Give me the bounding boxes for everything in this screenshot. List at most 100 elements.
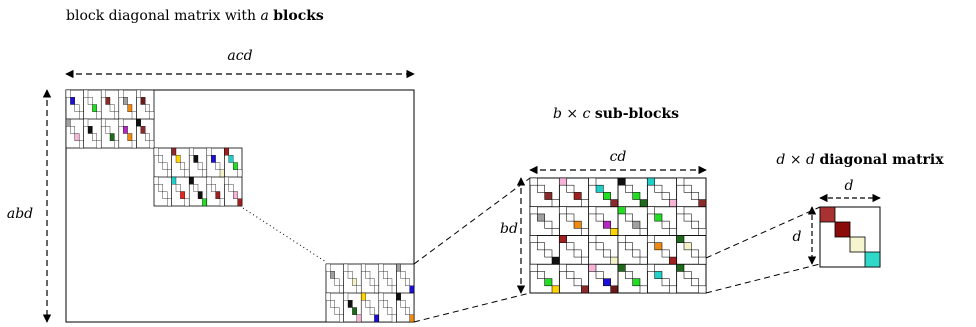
diagonal-entry bbox=[683, 271, 692, 279]
diagonal-entry bbox=[632, 249, 641, 258]
diagonal-entry bbox=[325, 263, 331, 272]
diagonal-cell bbox=[849, 236, 866, 253]
diagonal-entry bbox=[131, 111, 137, 120]
diagonal-entry bbox=[610, 285, 619, 294]
diagonal-entry bbox=[193, 184, 199, 192]
diagonal-entry bbox=[180, 162, 185, 170]
diagonal-entry bbox=[140, 126, 146, 134]
diagonal-entry bbox=[676, 177, 685, 186]
diagonal-entry bbox=[96, 111, 102, 120]
diagonal-entry bbox=[101, 89, 106, 98]
diagonal-entry bbox=[537, 242, 545, 251]
diagonal-entry bbox=[123, 97, 128, 105]
diagonal-entry bbox=[79, 111, 84, 120]
diagonal-entry bbox=[669, 199, 677, 208]
diagonal-entry bbox=[551, 256, 560, 265]
diagonal-entry bbox=[92, 133, 97, 141]
diagonal-entry bbox=[588, 263, 597, 272]
diagonal-entry bbox=[529, 206, 538, 215]
diagonal-entry bbox=[365, 271, 371, 279]
zoom-line-diag-bottom bbox=[705, 263, 821, 294]
diagonal-entry bbox=[339, 314, 344, 323]
diagonal-entry bbox=[617, 235, 626, 243]
diagonal-entry bbox=[595, 184, 604, 193]
diagonal-entry bbox=[197, 162, 203, 170]
diagonal-entry bbox=[537, 184, 545, 193]
diagonal-entry bbox=[544, 249, 553, 258]
diagonal-cell bbox=[834, 221, 851, 238]
diagonal-entry bbox=[603, 220, 611, 229]
diagonal-entry bbox=[529, 235, 538, 243]
diagonal-entry bbox=[127, 133, 133, 141]
diagonal-entry bbox=[405, 307, 410, 315]
diagonal-entry bbox=[219, 198, 225, 207]
diagonal-entry bbox=[215, 191, 221, 199]
diagonal-entry bbox=[153, 147, 159, 156]
diagonal-entry bbox=[632, 278, 641, 287]
diagonal-entry bbox=[676, 235, 685, 243]
diagonal-entry bbox=[123, 126, 128, 134]
diagonal-entry bbox=[625, 271, 633, 279]
diagonal-entry bbox=[65, 89, 71, 98]
diagonal-entry bbox=[206, 176, 212, 185]
diagonal-entry bbox=[676, 263, 685, 272]
diagonal-entry bbox=[87, 126, 93, 134]
diagonal-entry bbox=[158, 184, 163, 192]
diagonal-entry bbox=[603, 278, 611, 287]
diagonal-entry bbox=[625, 184, 633, 193]
diagonal-entry bbox=[369, 307, 375, 315]
block-diagonal-matrix bbox=[65, 89, 415, 323]
diagonal-entry bbox=[559, 263, 567, 272]
diagonal-entry bbox=[581, 228, 589, 236]
diagonal-entry bbox=[162, 191, 168, 199]
diagonal-entry bbox=[374, 314, 379, 323]
diagonal-entry bbox=[691, 278, 699, 287]
diagonal-entry bbox=[74, 133, 80, 141]
zoom-line-diag-top bbox=[705, 206, 821, 259]
diagonal-entry bbox=[193, 155, 199, 163]
diagonal-entry bbox=[361, 292, 366, 301]
diagonal-entry bbox=[537, 213, 545, 222]
diagonal-entry bbox=[639, 285, 648, 294]
diagonal-entry bbox=[352, 307, 357, 315]
sub-blocks-title: b × c sub-blocks bbox=[553, 106, 679, 122]
diagonal-entry bbox=[610, 199, 619, 208]
diagonal-entry bbox=[698, 285, 707, 294]
diagonal-entry bbox=[691, 220, 699, 229]
diagonal-entry bbox=[647, 206, 655, 215]
diag-width-label: d bbox=[845, 178, 854, 194]
diagonal-entry bbox=[211, 155, 216, 163]
zoom-line-top bbox=[413, 177, 531, 265]
diagonal-entry bbox=[228, 155, 234, 163]
diagonal-entry bbox=[654, 271, 663, 279]
diagonal-entry bbox=[610, 228, 619, 236]
diagonal-entry bbox=[391, 314, 397, 323]
diagonal-cell bbox=[819, 206, 836, 223]
diagonal-entry bbox=[559, 235, 567, 243]
diagonal-block-3 bbox=[325, 263, 415, 323]
diagonal-matrix bbox=[819, 206, 881, 268]
diagonal-entry bbox=[588, 235, 597, 243]
diagonal-entry bbox=[219, 169, 225, 178]
diagonal-entry bbox=[149, 111, 155, 120]
ellipsis-dotted-line bbox=[242, 207, 327, 263]
diagonal-entry bbox=[224, 147, 229, 156]
diagonal-entry bbox=[202, 169, 207, 178]
diagonal-entry bbox=[171, 176, 177, 185]
diagonal-entry bbox=[559, 206, 567, 215]
diagonal-entry bbox=[197, 191, 203, 199]
diagonal-entry bbox=[339, 285, 344, 294]
diagonal-entry bbox=[343, 263, 349, 272]
diagonal-entry bbox=[581, 256, 589, 265]
diagonal-entry bbox=[145, 104, 150, 112]
diagonal-entry bbox=[683, 242, 692, 251]
diagonal-entry bbox=[237, 198, 243, 207]
diagonal-entry bbox=[661, 220, 670, 229]
diagonal-entry bbox=[595, 213, 604, 222]
diagonal-entry bbox=[149, 140, 155, 149]
diagonal-entry bbox=[114, 111, 119, 120]
diagonal-entry bbox=[654, 213, 663, 222]
diagonal-entry bbox=[647, 177, 655, 186]
diagonal-entry bbox=[347, 271, 353, 279]
